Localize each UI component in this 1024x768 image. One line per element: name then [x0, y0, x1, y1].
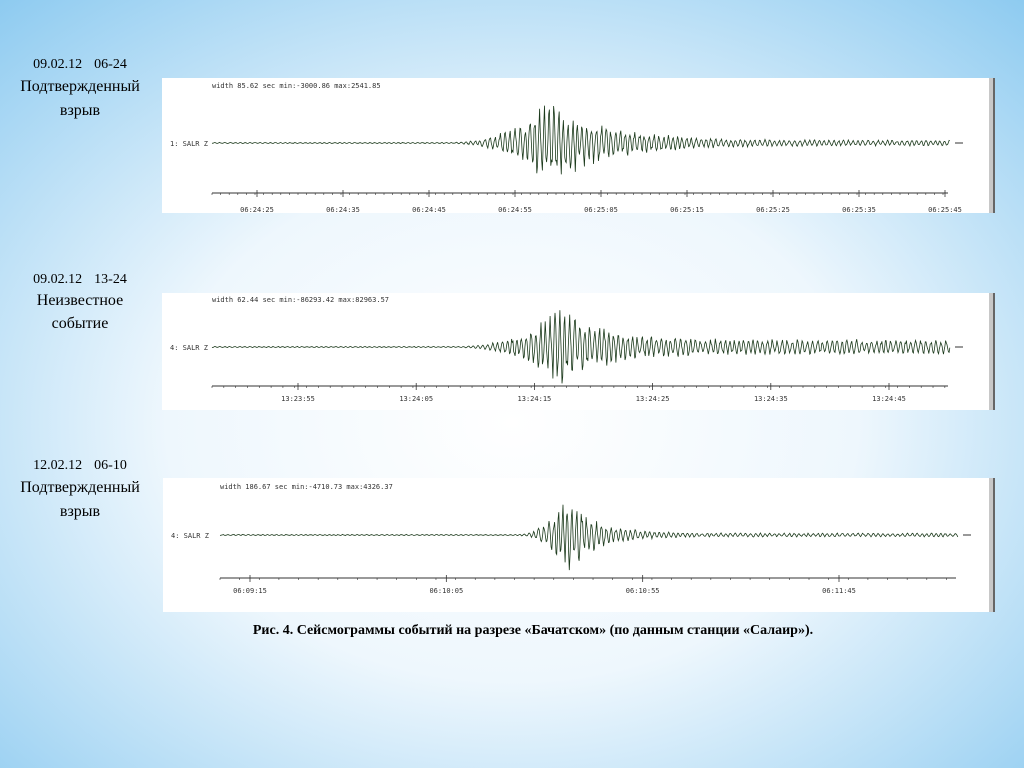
- time-label: 06:25:15: [670, 206, 704, 214]
- time-label: 06:24:25: [240, 206, 274, 214]
- seismogram-info: width 62.44 sec min:-86293.42 max:82963.…: [212, 296, 389, 304]
- frame-edge-line: [993, 478, 995, 612]
- time-label: 06:25:45: [928, 206, 962, 214]
- waveform: [211, 105, 950, 175]
- time-label: 13:24:15: [518, 395, 552, 403]
- time-label: 06:10:55: [626, 587, 660, 595]
- time-label: 06:24:55: [498, 206, 532, 214]
- time-label: 06:10:05: [429, 587, 463, 595]
- time-label: 06:09:15: [233, 587, 267, 595]
- event-type: Подтвержденный: [20, 479, 140, 496]
- event-type: Подтвержденный: [20, 78, 140, 95]
- event-date: 09.02.12: [33, 57, 82, 72]
- seismogram-info: width 186.67 sec min:-4710.73 max:4326.3…: [220, 483, 393, 491]
- event-type: событие: [52, 315, 109, 332]
- time-label: 06:11:45: [822, 587, 856, 595]
- event-date: 12.02.12: [33, 458, 82, 473]
- time-label: 13:24:35: [754, 395, 788, 403]
- waveform: [219, 504, 959, 571]
- channel-label: 4: SALR Z: [170, 344, 208, 352]
- time-label: 13:23:55: [281, 395, 315, 403]
- time-label: 13:24:05: [399, 395, 433, 403]
- frame-edge-line: [993, 78, 995, 213]
- time-label: 06:24:45: [412, 206, 446, 214]
- event-date: 09.02.12: [33, 272, 82, 287]
- time-label: 13:24:45: [872, 395, 906, 403]
- event-heading: 09.02.12 06-24: [33, 57, 127, 72]
- event-type: взрыв: [60, 503, 101, 520]
- event-time: 06-10: [94, 458, 127, 473]
- time-label: 13:24:25: [636, 395, 670, 403]
- event-type: взрыв: [60, 102, 101, 119]
- seismogram-info: width 85.62 sec min:-3000.86 max:2541.85: [212, 82, 381, 90]
- time-label: 06:24:35: [326, 206, 360, 214]
- event-time: 06-24: [94, 57, 127, 72]
- time-label: 06:25:25: [756, 206, 790, 214]
- channel-label: 1: SALR Z: [170, 140, 208, 148]
- event-time: 13-24: [94, 272, 127, 287]
- event-heading: 09.02.12 13-24: [33, 272, 127, 287]
- time-label: 06:25:35: [842, 206, 876, 214]
- frame-edge: [989, 478, 995, 612]
- frame-edge-line: [993, 293, 995, 410]
- frame-edge: [989, 293, 995, 410]
- caption: Рис. 4. Сейсмограммы событий на разрезе …: [253, 623, 813, 638]
- frame-edge: [989, 78, 995, 213]
- event-heading: 12.02.12 06-10: [33, 458, 127, 473]
- seismogram-frame: [163, 478, 995, 612]
- channel-label: 4: SALR Z: [171, 532, 209, 540]
- time-label: 06:25:05: [584, 206, 618, 214]
- waveform: [211, 310, 951, 384]
- event-type: Неизвестное: [37, 292, 123, 309]
